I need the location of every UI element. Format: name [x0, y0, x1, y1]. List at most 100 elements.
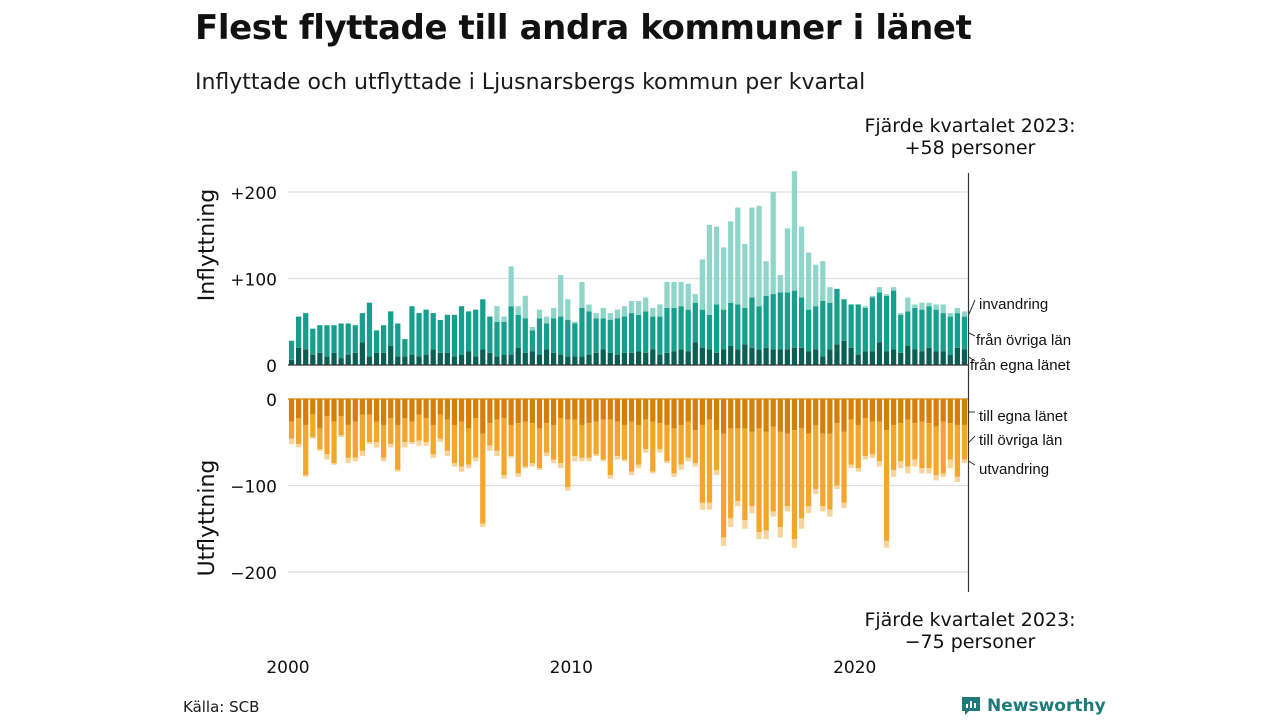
bar-segment	[536, 309, 543, 319]
bar-segment	[650, 349, 656, 365]
bar-segment	[650, 399, 656, 422]
bar-segment	[891, 469, 897, 477]
bar-segment	[409, 354, 415, 365]
bar-segment	[770, 192, 776, 295]
bar-segment	[614, 399, 620, 422]
bar-segment	[926, 306, 932, 348]
bar-segment	[600, 399, 606, 420]
series-label: utvandring	[979, 461, 1049, 478]
bar-segment	[529, 326, 535, 331]
bar-segment	[855, 354, 861, 365]
bar-segment	[501, 316, 507, 322]
bar-segment	[607, 313, 613, 321]
bar-segment	[402, 442, 408, 448]
bar-segment	[444, 352, 450, 365]
bar-segment	[643, 449, 649, 453]
bar-segment	[650, 307, 656, 317]
bar-segment	[891, 290, 897, 350]
bar-segment	[954, 424, 960, 477]
bar-segment	[473, 457, 479, 462]
bar-segment	[912, 423, 918, 460]
bar-segment	[664, 281, 670, 308]
brand-name: Newsworthy	[987, 696, 1106, 716]
bar-segment	[685, 283, 691, 310]
bar-segment	[586, 354, 592, 365]
bar-segment	[820, 300, 826, 357]
bar-segment	[423, 418, 429, 443]
bar-segment	[466, 351, 472, 365]
bar-segment	[437, 352, 443, 365]
bar-segment	[381, 352, 387, 365]
bar-segment	[699, 399, 705, 425]
bar-segment	[437, 414, 443, 439]
bar-segment	[324, 356, 330, 365]
bar-segment	[898, 352, 904, 365]
bar-segment	[933, 475, 939, 481]
bar-segment	[586, 399, 592, 424]
bar-segment	[480, 523, 486, 528]
bar-segment	[820, 506, 826, 512]
bar-segment	[650, 316, 656, 350]
bar-segment	[451, 356, 458, 365]
bar-segment	[721, 537, 727, 547]
bar-segment	[749, 207, 755, 298]
bar-segment	[572, 399, 578, 420]
bar-segment	[735, 428, 741, 502]
bar-segment	[954, 313, 960, 348]
bar-segment	[699, 347, 705, 365]
bar-segment	[763, 261, 769, 296]
bar-segment	[912, 307, 918, 350]
bar-segment	[494, 419, 500, 451]
bar-segment	[522, 352, 528, 365]
bar-segment	[883, 399, 890, 431]
label-leader	[968, 332, 976, 337]
bar-segment	[933, 426, 939, 476]
bar-segment	[466, 399, 472, 429]
bar-segment	[770, 511, 776, 517]
bar-segment	[359, 313, 365, 343]
bar-segment	[678, 349, 684, 365]
bar-segment	[685, 399, 691, 422]
bar-segment	[565, 356, 571, 365]
bar-segment	[685, 309, 691, 352]
bar-segment	[742, 399, 748, 429]
annotation-text: +58 personer	[905, 137, 1036, 159]
axis-title: Utflyttning	[195, 460, 220, 577]
bar-segment	[664, 307, 670, 353]
bar-segment	[614, 318, 620, 355]
bar-segment	[763, 347, 769, 365]
bar-segment	[515, 399, 521, 424]
bar-segment	[912, 459, 918, 467]
bar-segment	[558, 354, 564, 365]
chart-title: Flest flyttade till andra kommuner i län…	[195, 8, 972, 48]
bar-segment	[536, 354, 543, 365]
bar-segment	[912, 349, 918, 365]
bar-segment	[699, 424, 705, 503]
newsworthy-brand[interactable]: Newsworthy	[960, 693, 1106, 719]
bar-segment	[791, 290, 798, 348]
bar-segment	[664, 352, 670, 365]
bar-segment	[593, 352, 599, 365]
bar-segment	[515, 423, 521, 474]
bar-segment	[784, 292, 790, 350]
bar-segment	[303, 399, 309, 425]
bar-segment	[395, 469, 401, 472]
bar-segment	[395, 323, 401, 357]
bar-segment	[728, 518, 734, 528]
bar-segment	[883, 295, 890, 352]
bar-segment	[388, 399, 394, 419]
bar-segment	[324, 325, 330, 357]
bar-segment	[487, 445, 493, 451]
bar-segment	[529, 423, 535, 464]
bar-segment	[749, 399, 755, 432]
bar-segment	[480, 299, 486, 350]
bar-segment	[579, 307, 585, 357]
y-tick-label: 0	[266, 357, 277, 377]
bar-segment	[593, 313, 599, 319]
bar-segment	[926, 399, 932, 424]
bar-segment	[409, 421, 415, 443]
bar-segment	[706, 399, 713, 420]
bar-segment	[862, 418, 868, 457]
bar-segment	[373, 399, 380, 422]
bar-segment	[437, 438, 443, 443]
